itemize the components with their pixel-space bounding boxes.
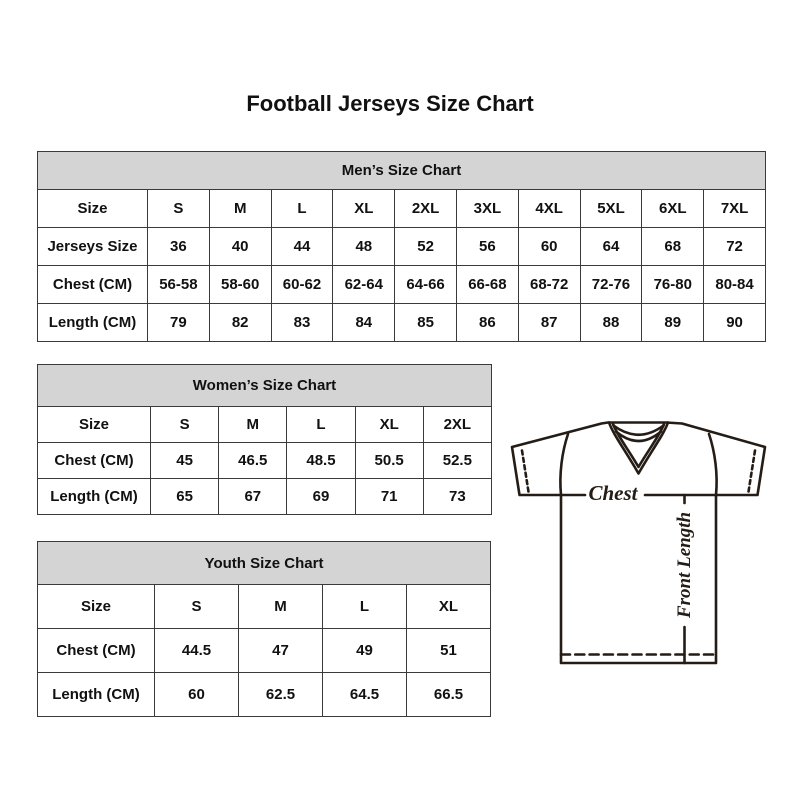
svg-text:Chest: Chest [588,481,638,505]
svg-text:Front Length: Front Length [674,512,695,619]
